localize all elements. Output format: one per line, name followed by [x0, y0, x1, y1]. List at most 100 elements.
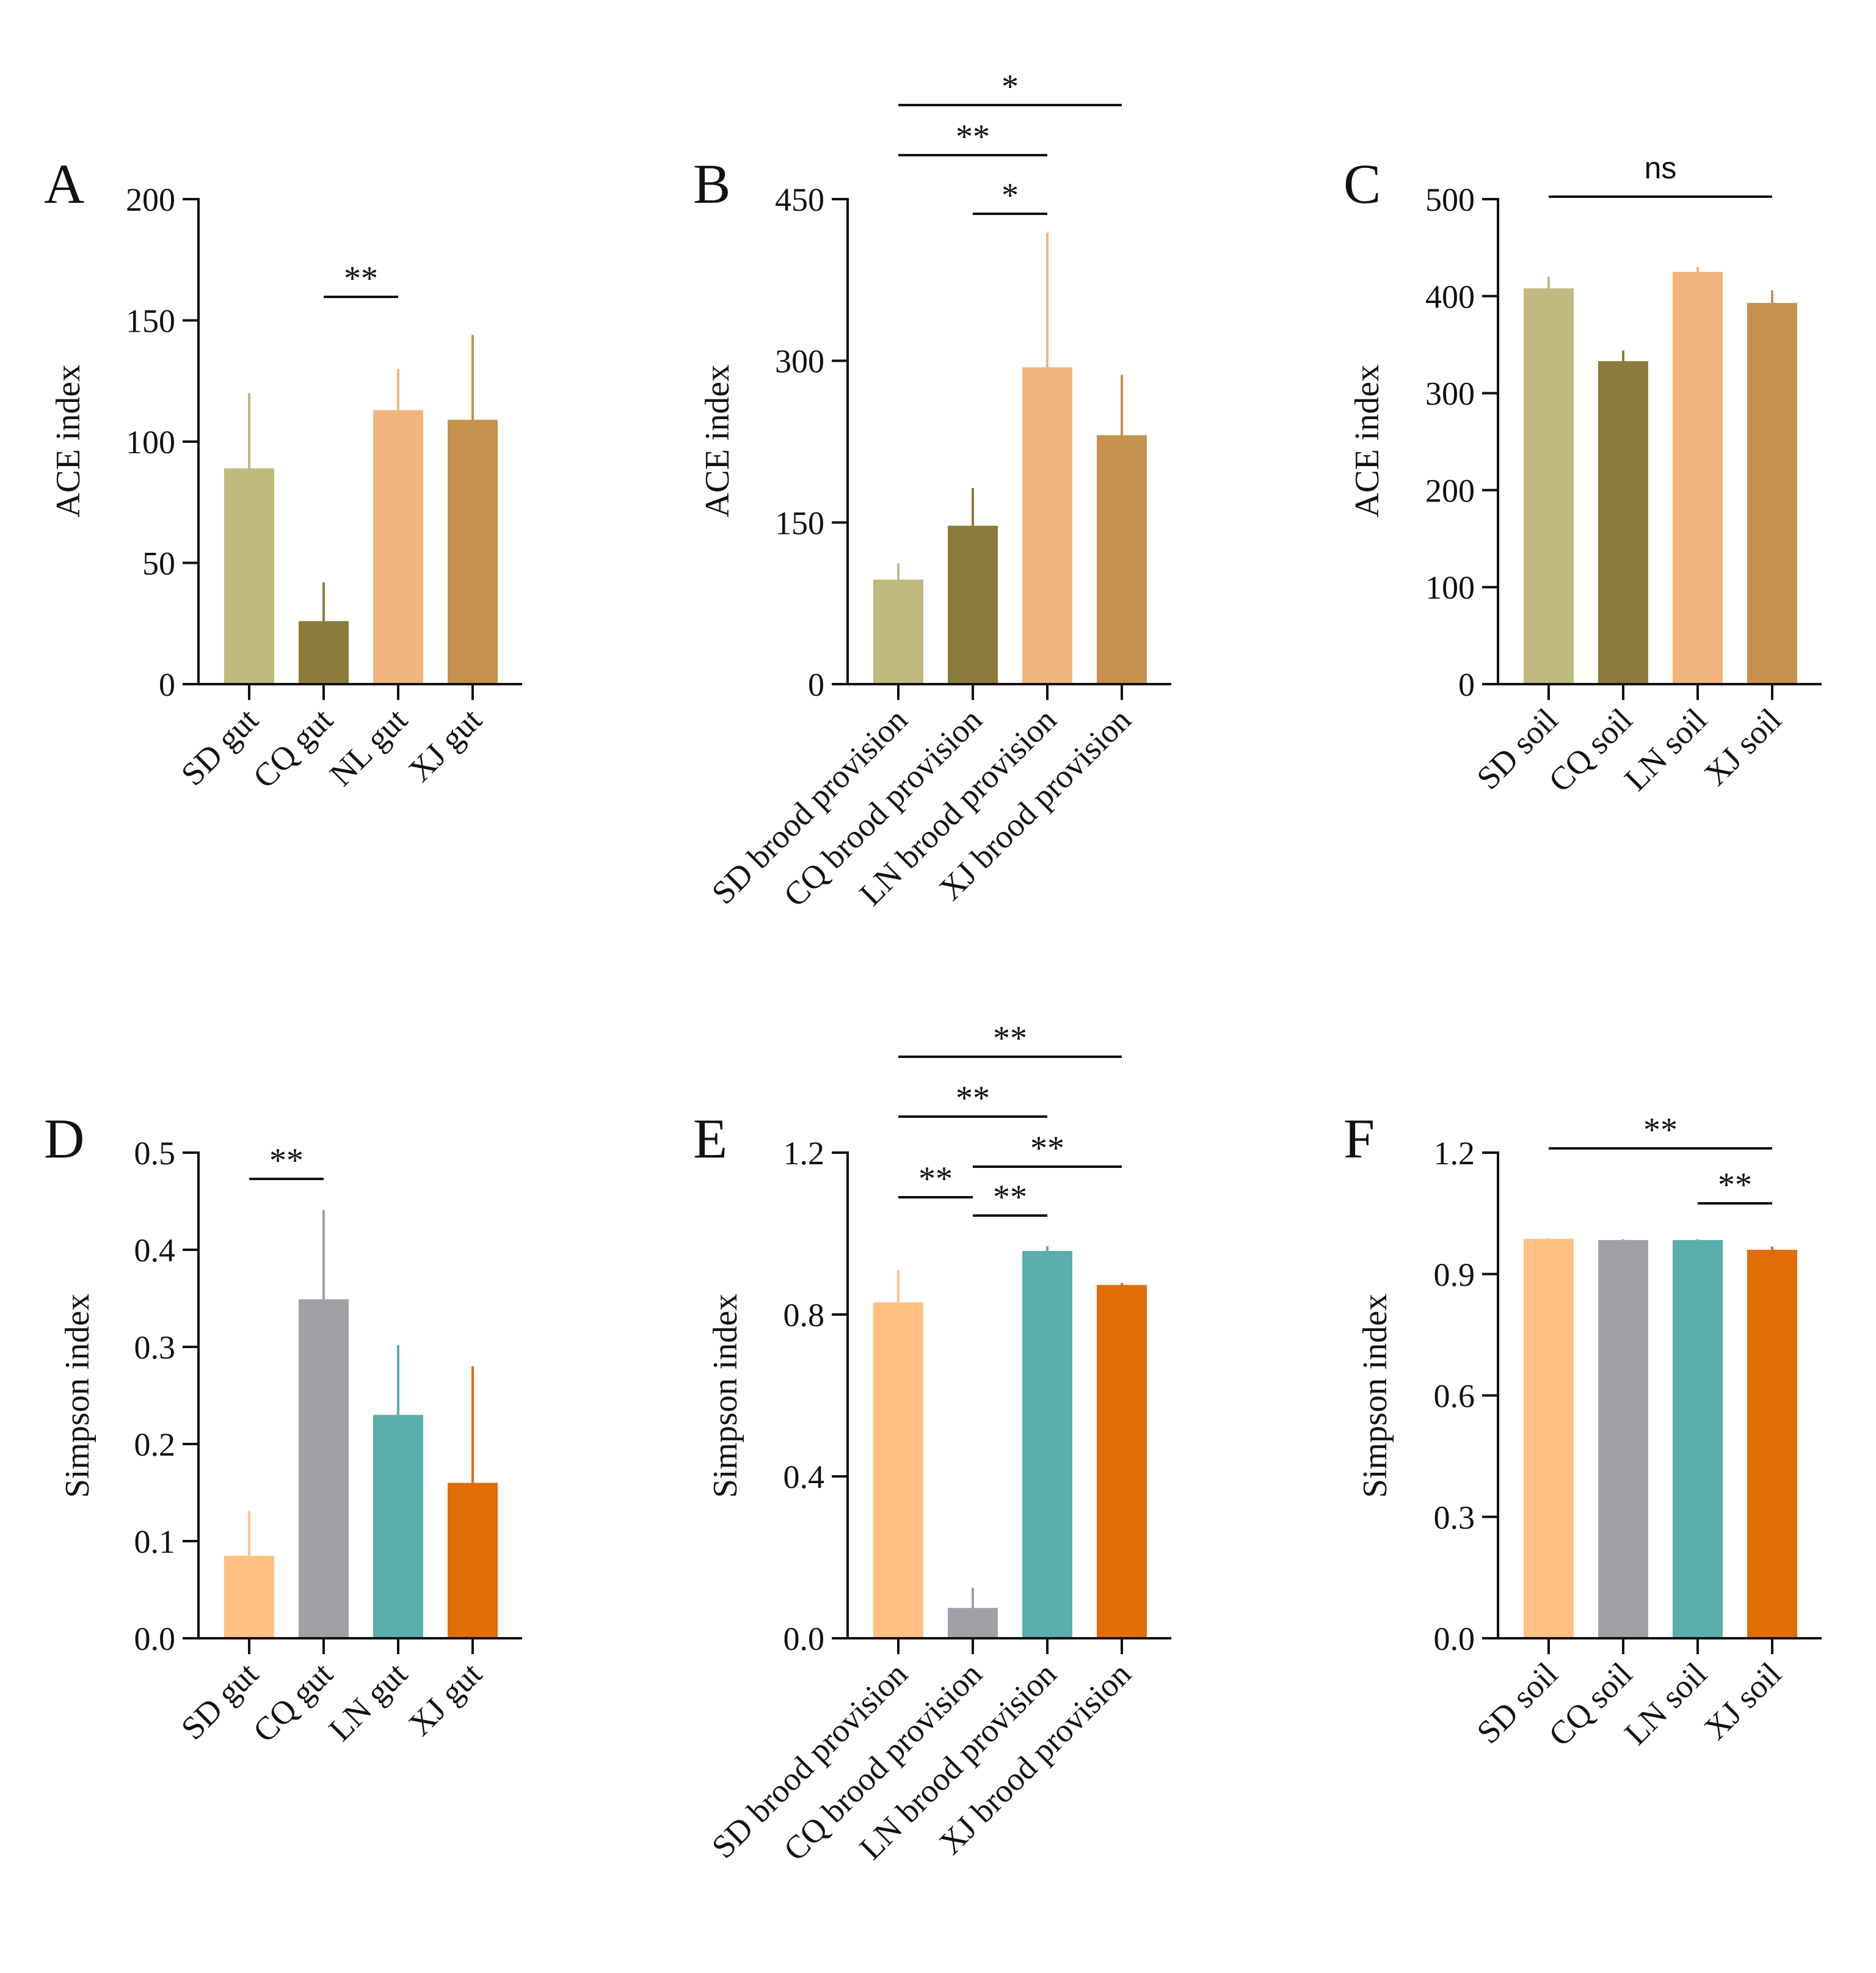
y-tick-label: 0.0 — [1434, 1621, 1475, 1657]
bar — [299, 1299, 349, 1638]
bar — [448, 420, 498, 684]
bar — [1598, 1240, 1648, 1638]
bar — [373, 410, 423, 684]
x-tick-label: XJ soil — [1697, 1655, 1789, 1747]
y-tick-label: 50 — [142, 545, 175, 582]
significance-label: ** — [993, 1178, 1027, 1216]
bar — [1747, 302, 1797, 684]
y-tick-label: 0.5 — [134, 1135, 176, 1172]
x-tick-label: LN soil — [1617, 701, 1714, 798]
y-axis-label: Simpson index — [707, 1294, 744, 1498]
significance-label: ns — [1645, 151, 1677, 185]
y-tick-label: 100 — [126, 424, 175, 461]
significance-label: ** — [344, 260, 378, 297]
significance-label: * — [1002, 68, 1019, 106]
y-tick-label: 0.2 — [134, 1426, 176, 1463]
chart-panel-d: D Simpson index 0.0 0.1 0.2 0.3 0.4 0.5 SD gutCQ… — [44, 1107, 522, 1749]
y-tick-label: 150 — [775, 505, 824, 541]
y-tick-label: 0.4 — [783, 1459, 825, 1495]
x-tick-label: LN soil — [1617, 1655, 1714, 1752]
significance-label: * — [1002, 177, 1019, 214]
x-tick-label: XJ gut — [401, 701, 489, 789]
bar — [873, 579, 923, 684]
y-tick-label: 0.4 — [134, 1232, 176, 1269]
bar — [224, 1555, 274, 1638]
y-tick-label: 0.3 — [1434, 1499, 1475, 1536]
x-tick-label: LN gut — [322, 1655, 415, 1748]
y-tick-label: 150 — [126, 303, 175, 340]
bar — [948, 525, 998, 684]
bar — [948, 1608, 998, 1638]
bar — [1022, 367, 1072, 684]
y-tick-label: 400 — [1425, 279, 1475, 315]
significance-label: ** — [956, 118, 990, 156]
bar — [1524, 1239, 1574, 1638]
x-tick-label: CQ soil — [1541, 701, 1639, 799]
significance-label: ** — [1718, 1166, 1752, 1204]
y-tick-label: 0.0 — [134, 1621, 176, 1657]
y-tick-label: 0.1 — [134, 1523, 176, 1560]
y-axis-label: ACE index — [49, 365, 87, 517]
x-tick-label: XJ gut — [401, 1655, 489, 1743]
y-tick-label: 0 — [1458, 666, 1475, 703]
y-tick-label: 0.0 — [783, 1621, 825, 1657]
bar — [373, 1415, 423, 1638]
y-tick-label: 0.3 — [134, 1329, 176, 1366]
x-tick-label: CQ gut — [246, 701, 340, 795]
bar — [1097, 435, 1147, 684]
y-axis-label: Simpson index — [59, 1294, 96, 1498]
x-tick-label: CQ soil — [1541, 1655, 1639, 1753]
y-axis-label: Simpson index — [1356, 1294, 1394, 1498]
x-tick-label: XJ soil — [1697, 701, 1789, 793]
y-tick-label: 300 — [775, 343, 824, 380]
panel-letter: C — [1343, 153, 1381, 215]
y-tick-label: 0 — [808, 666, 824, 703]
y-tick-label: 1.2 — [783, 1135, 825, 1172]
y-tick-label: 1.2 — [1434, 1135, 1475, 1172]
panel-letter: D — [44, 1107, 84, 1170]
significance-label: ** — [1643, 1111, 1678, 1149]
panel-letter: E — [693, 1107, 727, 1170]
significance-label: ** — [993, 1019, 1027, 1057]
bar — [1524, 288, 1574, 684]
bar — [1747, 1250, 1797, 1638]
bar — [1097, 1285, 1147, 1638]
y-tick-label: 0.6 — [1434, 1378, 1475, 1415]
y-axis-label: ACE index — [1348, 365, 1386, 517]
bar — [1673, 1240, 1723, 1638]
bar — [873, 1302, 923, 1638]
y-tick-label: 0 — [159, 666, 175, 703]
bar — [1673, 272, 1723, 685]
y-tick-label: 0.9 — [1434, 1256, 1475, 1293]
y-tick-label: 200 — [1425, 472, 1475, 509]
panel-letter: F — [1343, 1107, 1375, 1170]
significance-label: ** — [269, 1142, 304, 1180]
significance-label: ** — [1030, 1129, 1064, 1167]
bar — [1022, 1250, 1072, 1638]
y-axis-label: ACE index — [699, 365, 736, 517]
bar — [1598, 361, 1648, 684]
y-tick-label: 300 — [1425, 376, 1475, 412]
y-tick-label: 100 — [1425, 569, 1475, 606]
significance-label: ** — [918, 1160, 953, 1198]
x-tick-label: NL gut — [322, 701, 414, 793]
y-tick-label: 0.8 — [783, 1297, 825, 1333]
y-tick-label: 500 — [1425, 181, 1475, 218]
panel-letter: A — [44, 153, 84, 215]
x-tick-label: CQ gut — [246, 1655, 340, 1749]
x-tick-label: SD gut — [174, 1655, 266, 1747]
significance-label: ** — [956, 1079, 990, 1117]
y-tick-label: 200 — [126, 181, 175, 218]
bar — [224, 468, 274, 684]
bar — [448, 1482, 498, 1638]
bar — [299, 621, 349, 684]
x-tick-label: SD gut — [174, 701, 266, 793]
panel-letter: B — [693, 153, 730, 215]
y-tick-label: 450 — [775, 181, 824, 218]
